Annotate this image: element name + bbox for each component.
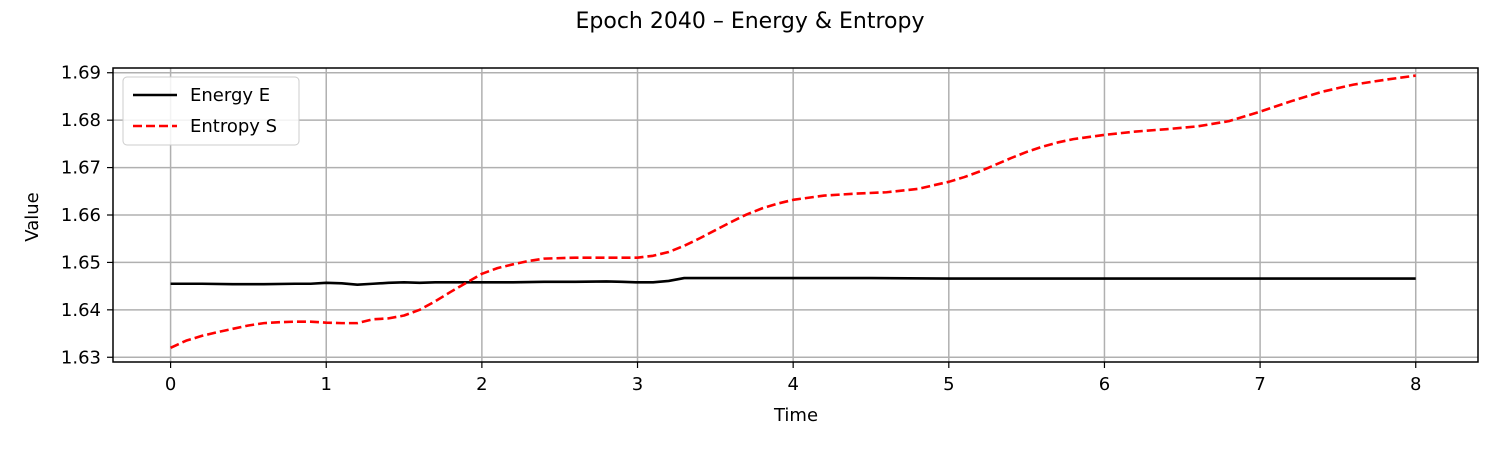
x-tick-label: 2 bbox=[476, 374, 487, 395]
legend: Energy E Entropy S bbox=[122, 76, 300, 146]
y-tick-label: 1.69 bbox=[61, 63, 101, 84]
y-tick-label: 1.67 bbox=[61, 158, 101, 179]
x-tick-label: 1 bbox=[321, 374, 332, 395]
x-tick-label: 3 bbox=[632, 374, 643, 395]
y-tick-label: 1.64 bbox=[61, 300, 101, 321]
y-tick-label: 1.66 bbox=[61, 205, 101, 226]
y-tick-label: 1.65 bbox=[61, 252, 101, 273]
x-axis-label: Time bbox=[773, 405, 818, 426]
x-tick-label: 8 bbox=[1410, 374, 1421, 395]
y-tick-label: 1.63 bbox=[61, 347, 101, 368]
ticks: 0 1 2 3 4 5 6 7 8 1.63 1.64 1.65 1.66 1.67 1.68 1.69 bbox=[61, 63, 1422, 395]
series-line-energy-e bbox=[170, 276, 1416, 287]
legend-label: Entropy S bbox=[190, 116, 277, 137]
y-axis-label: Value bbox=[22, 192, 43, 241]
x-tick-label: 4 bbox=[787, 374, 798, 395]
chart-title: Epoch 2040 – Energy & Entropy bbox=[576, 9, 925, 34]
series-line-entropy-s bbox=[170, 74, 1416, 349]
x-tick-label: 5 bbox=[943, 374, 954, 395]
x-tick-label: 7 bbox=[1254, 374, 1265, 395]
y-tick-label: 1.68 bbox=[61, 110, 101, 131]
grid bbox=[113, 68, 1478, 362]
x-tick-label: 6 bbox=[1099, 374, 1110, 395]
series-layer bbox=[170, 74, 1416, 349]
x-tick-label: 0 bbox=[165, 374, 176, 395]
legend-label: Energy E bbox=[190, 85, 270, 106]
